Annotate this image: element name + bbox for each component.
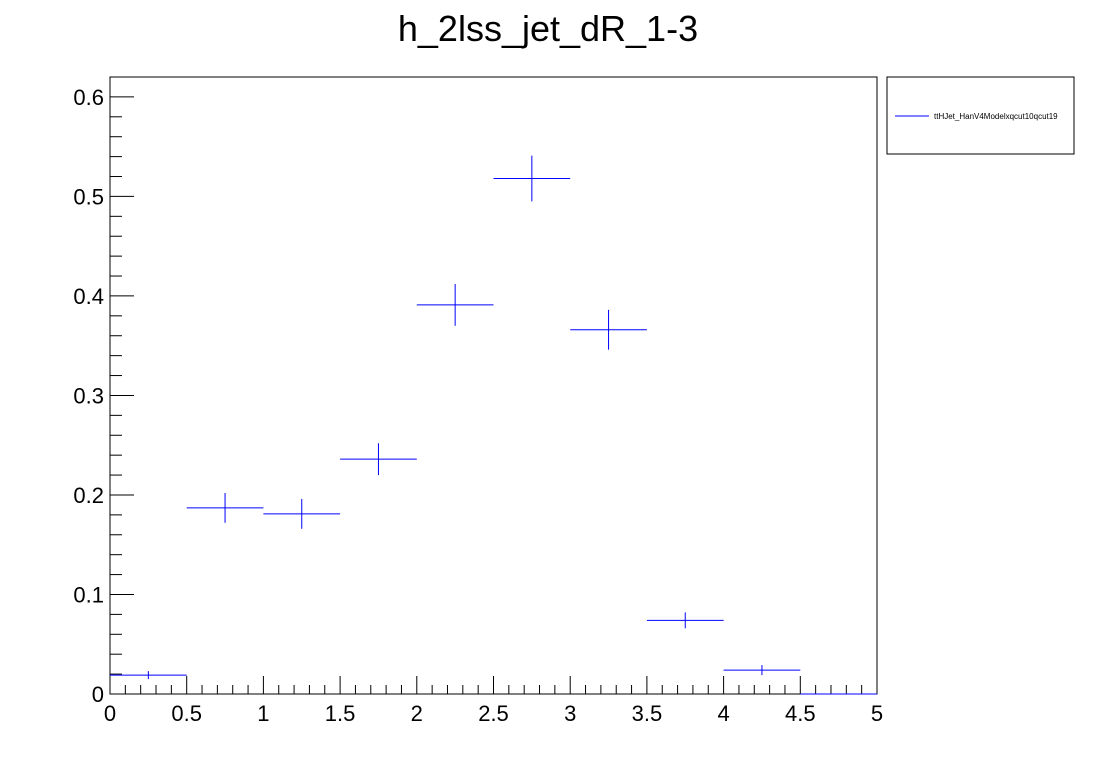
legend-label: ttHJet_HanV4Modelxqcut10qcut19 <box>934 112 1058 121</box>
x-tick-label: 2 <box>411 701 423 726</box>
data-point <box>570 309 647 350</box>
x-tick-label: 5 <box>871 701 883 726</box>
x-tick-label: 4.5 <box>785 701 816 726</box>
x-tick-label: 1 <box>257 701 269 726</box>
x-tick-label: 2.5 <box>478 701 509 726</box>
y-tick-label: 0.5 <box>73 184 104 209</box>
x-tick-label: 1.5 <box>325 701 356 726</box>
x-tick-label: 0 <box>104 701 116 726</box>
plot-frame <box>109 76 878 695</box>
y-tick-label: 0.2 <box>73 483 104 508</box>
y-tick-label: 0.1 <box>73 582 104 607</box>
data-point <box>186 492 264 523</box>
data-point <box>110 671 187 680</box>
y-tick-label: 0.6 <box>73 85 104 110</box>
y-tick-label: 0.3 <box>73 383 104 408</box>
data-point <box>723 665 801 676</box>
x-tick-label: 3 <box>564 701 576 726</box>
y-tick-label: 0 <box>92 682 104 707</box>
data-marks <box>110 155 877 695</box>
y-tick-label: 0.4 <box>73 284 104 309</box>
legend: ttHJet_HanV4Modelxqcut10qcut19 <box>886 76 1075 155</box>
data-point <box>493 155 571 202</box>
data-point <box>646 612 724 629</box>
axes: 0 0.5 1 1.5 2 2.5 3 3.5 4 4.5 5 0 0.1 0.2 0.3 0.4 0.5 0.6 <box>73 76 883 726</box>
x-tick-label: 3.5 <box>632 701 663 726</box>
data-point <box>416 283 494 326</box>
data-point <box>263 498 341 529</box>
chart-title: h_2lss_jet_dR_1-3 <box>397 8 699 49</box>
x-tick-label: 4 <box>717 701 729 726</box>
x-tick-label: 0.5 <box>171 701 202 726</box>
data-point <box>340 443 417 476</box>
